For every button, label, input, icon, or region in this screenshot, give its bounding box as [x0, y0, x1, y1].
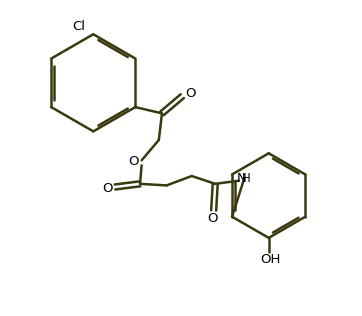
Text: O: O — [102, 182, 113, 195]
Text: O: O — [185, 87, 195, 100]
Text: N: N — [237, 172, 247, 185]
Text: O: O — [129, 155, 139, 168]
Text: O: O — [207, 212, 217, 225]
Text: H: H — [242, 172, 251, 185]
Text: OH: OH — [260, 253, 281, 266]
Text: Cl: Cl — [73, 20, 86, 33]
